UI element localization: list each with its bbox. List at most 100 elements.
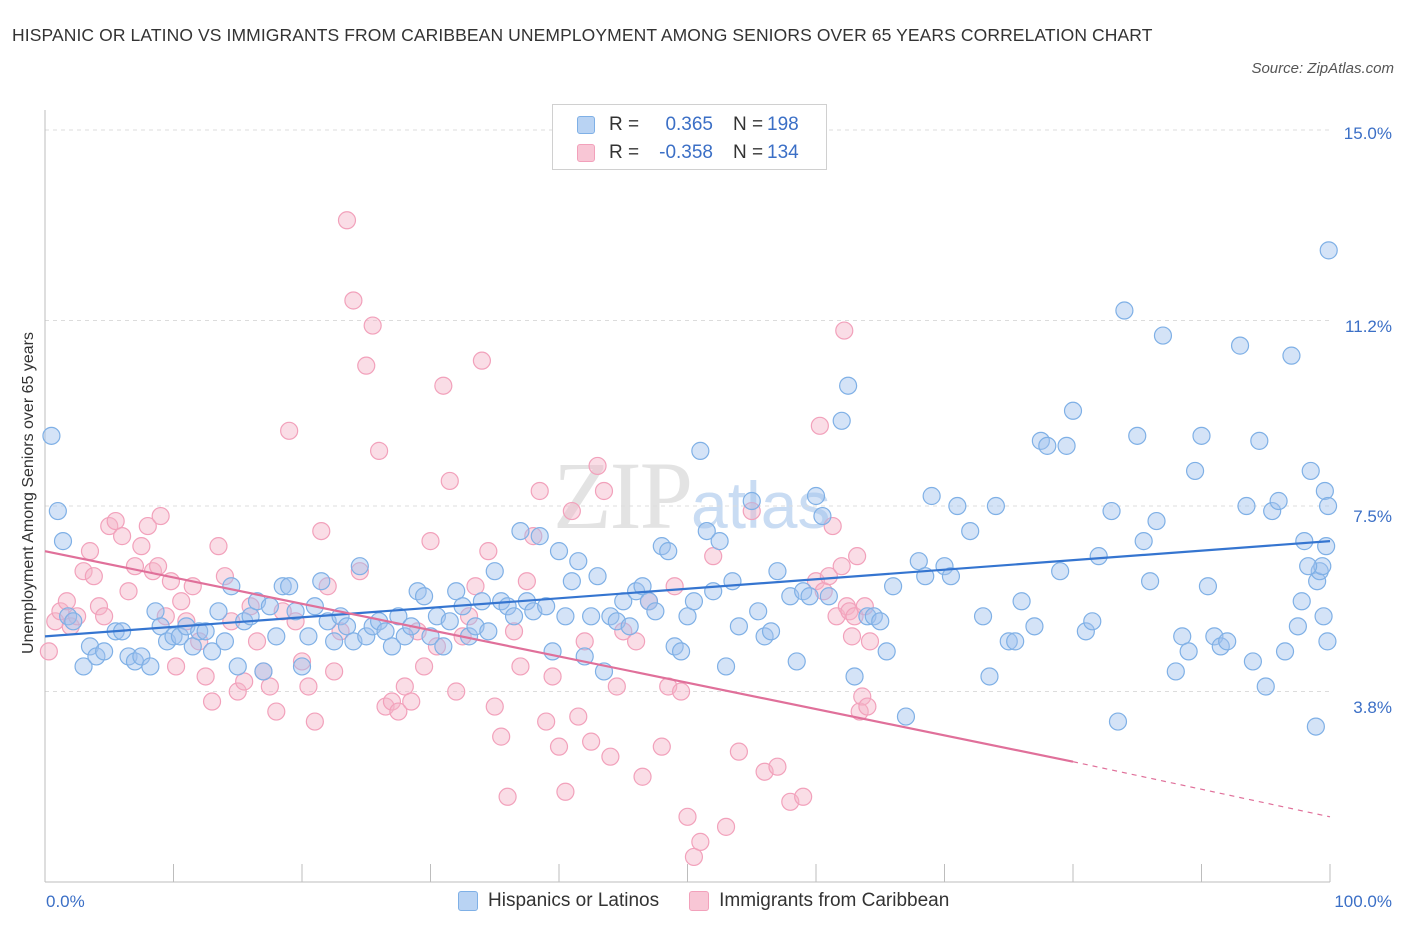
point-hispanic (1295, 532, 1314, 551)
point-hispanic (948, 496, 967, 516)
point-caribbean (678, 807, 697, 826)
point-caribbean (466, 577, 485, 596)
point-caribbean (835, 321, 854, 340)
y-tick-label: 7.5% (1353, 507, 1392, 526)
point-caribbean (479, 542, 498, 561)
point-hispanic (1076, 622, 1095, 641)
point-hispanic (800, 587, 819, 606)
point-hispanic (569, 552, 588, 571)
point-hispanic (337, 617, 357, 636)
point-hispanic (312, 572, 331, 591)
point-caribbean (434, 376, 453, 395)
trend-line-caribbean-extension (1072, 761, 1331, 818)
x-tick-label-right: 100.0% (1334, 892, 1392, 911)
point-hispanic (1282, 346, 1301, 365)
chart-title: HISPANIC OR LATINO VS IMMIGRANTS FROM CA… (12, 25, 1153, 45)
point-caribbean (235, 672, 254, 691)
point-caribbean (498, 787, 517, 806)
point-hispanic (389, 607, 408, 626)
legend-n-label: N = (733, 114, 764, 135)
point-hispanic (414, 587, 434, 606)
point-hispanic (845, 667, 864, 686)
point-caribbean (267, 702, 286, 721)
point-hispanic (1057, 436, 1076, 455)
point-hispanic (254, 662, 273, 681)
point-hispanic (447, 582, 466, 601)
point-caribbean (860, 632, 880, 651)
point-caribbean (337, 211, 357, 230)
point-hispanic (761, 622, 781, 641)
point-caribbean (414, 657, 434, 676)
legend-item-hispanic[interactable]: Hispanics or Latinos (458, 890, 659, 912)
point-hispanic (1051, 562, 1070, 581)
point-caribbean (89, 597, 109, 616)
point-hispanic (64, 612, 83, 631)
point-caribbean (832, 557, 851, 576)
point-hispanic (742, 491, 761, 511)
point-hispanic (729, 617, 749, 636)
point-hispanic (691, 441, 710, 460)
point-caribbean (132, 537, 151, 556)
point-caribbean (382, 692, 402, 711)
point-hispanic (196, 622, 215, 641)
point-caribbean (569, 707, 588, 726)
point-hispanic (877, 642, 896, 661)
point-hispanic (146, 602, 165, 621)
point-caribbean (511, 657, 530, 676)
point-hispanic (806, 486, 826, 506)
legend-item-caribbean[interactable]: Immigrants from Caribbean (689, 890, 949, 912)
point-caribbean (671, 682, 691, 701)
point-hispanic (1230, 336, 1250, 355)
legend-r-label: R = (609, 142, 640, 163)
point-caribbean (125, 557, 145, 576)
point-caribbean (74, 562, 93, 581)
watermark: ZIPatlas (553, 440, 830, 551)
point-hispanic (1083, 612, 1102, 631)
point-hispanic (697, 521, 716, 541)
point-caribbean (729, 742, 749, 761)
point-hispanic (215, 632, 234, 651)
point-hispanic (59, 607, 78, 626)
point-hispanic (132, 647, 151, 666)
point-hispanic (267, 627, 286, 646)
point-hispanic (1173, 627, 1192, 646)
point-caribbean (280, 421, 299, 440)
point-hispanic (170, 627, 190, 646)
point-hispanic (588, 567, 607, 586)
point-caribbean (837, 597, 856, 616)
point-hispanic (1134, 532, 1153, 551)
point-hispanic (659, 542, 678, 561)
point-caribbean (350, 562, 369, 581)
point-hispanic (710, 532, 729, 551)
point-hispanic (190, 622, 209, 641)
point-hispanic (787, 652, 806, 671)
y-tick-label: 3.8% (1353, 698, 1392, 717)
point-hispanic (980, 667, 999, 686)
point-hispanic (1153, 326, 1173, 345)
point-hispanic (537, 597, 556, 616)
point-hispanic (350, 557, 369, 576)
legend-n-value: 198 (767, 114, 799, 135)
point-hispanic (973, 607, 993, 626)
point-hispanic (839, 376, 858, 395)
point-caribbean (312, 521, 331, 541)
point-hispanic (1128, 426, 1147, 445)
point-caribbean (299, 677, 318, 696)
point-hispanic (1108, 712, 1128, 731)
point-caribbean (209, 537, 228, 556)
point-hispanic (1318, 496, 1338, 516)
point-hispanic (896, 707, 916, 726)
point-caribbean (704, 547, 723, 566)
point-hispanic (1115, 301, 1134, 320)
point-hispanic (1256, 677, 1275, 696)
point-caribbean (819, 567, 838, 586)
point-caribbean (556, 782, 575, 801)
point-hispanic (1310, 562, 1329, 581)
point-hispanic (1301, 461, 1320, 481)
point-hispanic (556, 607, 575, 626)
point-caribbean (594, 481, 614, 501)
point-hispanic (1185, 461, 1205, 481)
point-hispanic (273, 577, 292, 596)
legend-swatch-pink (689, 891, 710, 911)
